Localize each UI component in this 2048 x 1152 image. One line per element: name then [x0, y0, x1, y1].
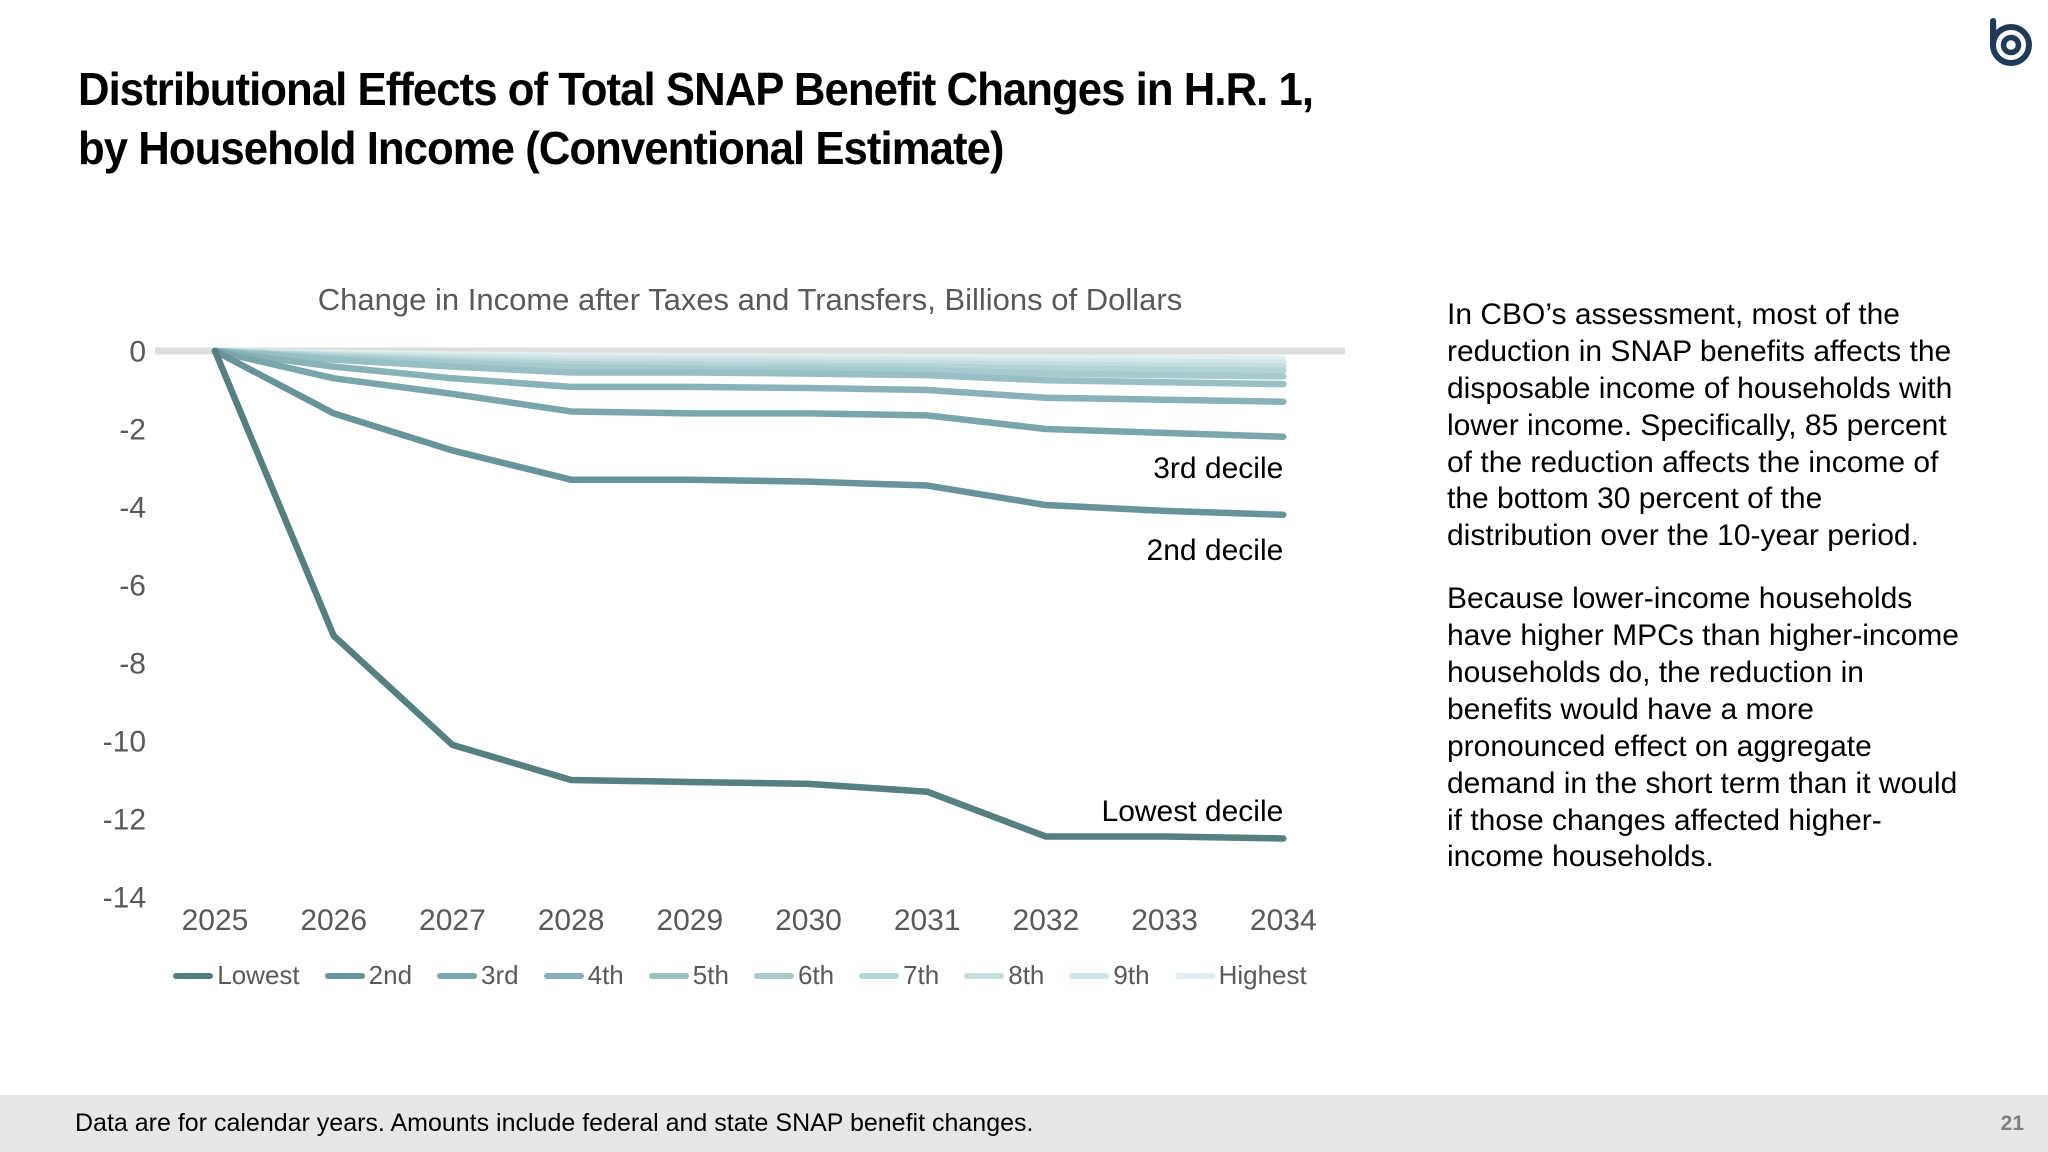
legend-label: 2nd	[368, 960, 413, 990]
legend-item-6th: 6th	[753, 960, 835, 991]
line-3rd-decile	[211, 347, 1287, 441]
chart-title: Change in Income after Taxes and Transfe…	[317, 282, 1183, 317]
commentary-paragraph-1: In CBO’s assessment, most of the reducti…	[1447, 298, 1953, 553]
y-tick-label: -14	[103, 882, 146, 915]
legend-item-8th: 8th	[964, 960, 1044, 991]
legend-swatch-icon	[324, 972, 365, 979]
legend-swatch-icon	[173, 972, 214, 979]
cbo-logo-icon	[1990, 18, 2032, 66]
legend-item-4th: 4th	[543, 960, 624, 991]
legend-label: 5th	[692, 960, 729, 990]
legend-label: 8th	[1008, 960, 1045, 990]
x-tick-label: 2028	[538, 904, 605, 937]
line-4th-decile	[211, 347, 1287, 405]
x-tick-label: 2029	[656, 904, 723, 937]
x-tick-label: 2026	[300, 904, 367, 937]
x-tick-label: 2030	[775, 904, 842, 937]
annotation-lowest-decile: Lowest decile	[1102, 795, 1284, 828]
x-tick-label: 2032	[1013, 904, 1080, 937]
line-5th-decile	[211, 347, 1287, 388]
y-tick-label: -8	[119, 648, 146, 681]
x-tick-label: 2025	[182, 904, 249, 937]
legend-label: 6th	[797, 960, 835, 990]
line-2nd-decile	[211, 347, 1287, 519]
x-tick-label: 2034	[1250, 904, 1317, 937]
page-title: Distributional Effects of Total SNAP Ben…	[78, 60, 1560, 178]
legend-label: 9th	[1113, 960, 1150, 990]
legend-swatch-icon	[543, 972, 584, 979]
page-number: 21	[2000, 1112, 2024, 1135]
legend-swatch-icon	[648, 972, 689, 979]
annotation-3rd-decile: 3rd decile	[1153, 452, 1283, 485]
footer-bar: Data are for calendar years. Amounts inc…	[0, 1095, 2048, 1152]
legend-swatch-icon	[859, 972, 900, 979]
legend-swatch-icon	[964, 972, 1005, 979]
commentary-paragraph-2: Because lower-income households have hig…	[1447, 582, 1959, 874]
legend-label: Highest	[1218, 960, 1307, 990]
y-tick-label: -10	[103, 726, 146, 759]
x-tick-label: 2031	[894, 904, 961, 937]
y-tick-label: -2	[119, 414, 146, 447]
page-title-line2: by Household Income (Conventional Estima…	[78, 121, 1004, 174]
y-tick-label: -12	[103, 804, 146, 837]
legend-swatch-icon	[1069, 972, 1110, 979]
x-tick-label: 2033	[1131, 904, 1198, 937]
legend-label: Lowest	[217, 960, 300, 990]
legend-swatch-icon	[437, 972, 478, 979]
legend-label: 4th	[587, 960, 624, 990]
commentary-block: In CBO’s assessment, most of the reducti…	[1447, 297, 1971, 902]
y-tick-label: -6	[119, 570, 146, 603]
footer-note: Data are for calendar years. Amounts inc…	[75, 1109, 1034, 1137]
legend-item-3rd: 3rd	[437, 960, 519, 991]
chart-legend: Lowest 2nd 3rd 4th 5th 6th 7th 8th 9th Highest	[140, 960, 1340, 991]
legend-item-lowest: Lowest	[173, 960, 300, 991]
legend-label: 3rd	[481, 960, 519, 990]
page-title-line1: Distributional Effects of Total SNAP Ben…	[78, 63, 1314, 115]
legend-swatch-icon	[753, 972, 794, 979]
x-tick-label: 2027	[419, 904, 486, 937]
legend-item-5th: 5th	[648, 960, 729, 991]
legend-item-highest: Highest	[1174, 960, 1307, 991]
annotation-2nd-decile: 2nd decile	[1147, 534, 1284, 567]
legend-item-7th: 7th	[859, 960, 939, 991]
legend-swatch-icon	[1174, 972, 1215, 979]
line-lowest-decile	[211, 347, 1287, 842]
legend-item-9th: 9th	[1069, 960, 1150, 991]
y-tick-label: -4	[119, 492, 146, 525]
legend-item-2nd: 2nd	[324, 960, 413, 991]
legend-label: 7th	[903, 960, 940, 990]
y-tick-label: 0	[129, 336, 146, 369]
line-chart: 0 -2 -4 -6 -8 -10 -12 -14 2025 2026 2027 2028 2029 20…	[103, 336, 1345, 937]
